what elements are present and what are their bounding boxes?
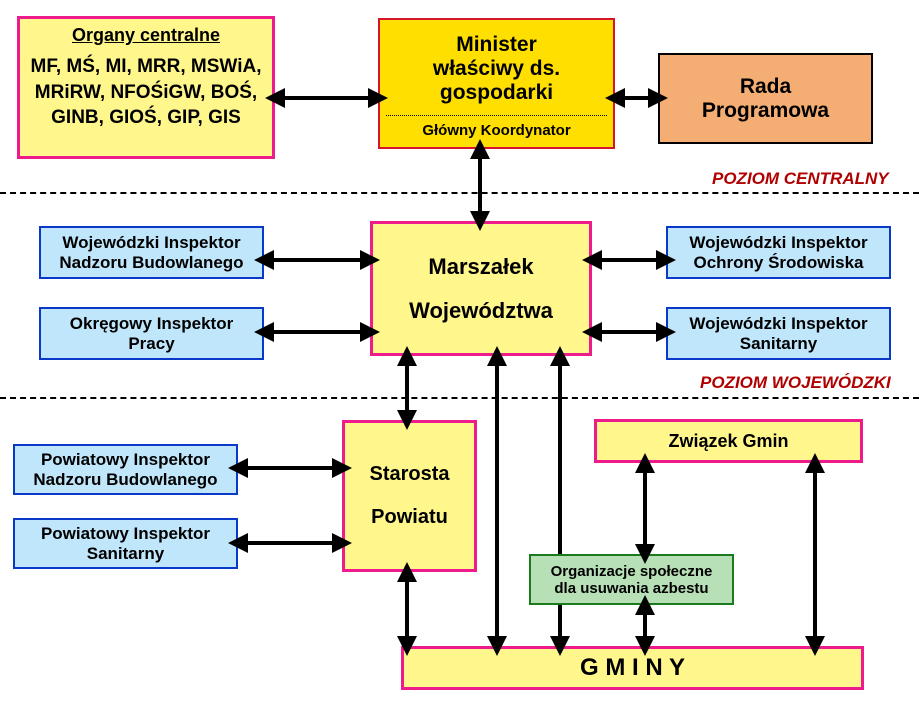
zwiazek-l1: Związek Gmin	[668, 431, 788, 452]
node-gminy: G M I N Y	[401, 646, 864, 690]
winb-l2: Nadzoru Budowlanego	[59, 253, 243, 273]
node-winb: Wojewódzki Inspektor Nadzoru Budowlanego	[39, 226, 264, 279]
wis-l2: Sanitarny	[740, 334, 817, 354]
node-zwiazek-gmin: Związek Gmin	[594, 419, 863, 463]
winb-l1: Wojewódzki Inspektor	[62, 233, 240, 253]
oip-l2: Pracy	[128, 334, 174, 354]
node-starosta: Starosta Powiatu	[342, 420, 477, 572]
pis-l1: Powiatowy Inspektor	[41, 524, 210, 544]
divider-wojewodzki	[0, 397, 919, 399]
node-organy-centralne: Organy centralne MF, MŚ, MI, MRR, MSWiA,…	[17, 16, 275, 159]
organy-body: MF, MŚ, MI, MRR, MSWiA, MRiRW, NFOŚiGW, …	[30, 54, 262, 131]
node-pis: Powiatowy Inspektor Sanitarny	[13, 518, 238, 569]
node-wis: Wojewódzki Inspektor Sanitarny	[666, 307, 891, 360]
marszalek-l2: Województwa	[409, 298, 553, 324]
oip-l1: Okręgowy Inspektor	[70, 314, 233, 334]
node-marszalek: Marszałek Województwa	[370, 221, 592, 356]
wios-l1: Wojewódzki Inspektor	[689, 233, 867, 253]
organy-title: Organy centralne	[72, 25, 220, 46]
starosta-l2: Powiatu	[371, 506, 448, 529]
wios-l2: Ochrony Środowiska	[693, 253, 863, 273]
node-wios: Wojewódzki Inspektor Ochrony Środowiska	[666, 226, 891, 279]
orgspol-l2: dla usuwania azbestu	[554, 580, 708, 597]
marszalek-l1: Marszałek	[428, 254, 533, 280]
wis-l1: Wojewódzki Inspektor	[689, 314, 867, 334]
starosta-l1: Starosta	[369, 463, 449, 486]
node-oip: Okręgowy Inspektor Pracy	[39, 307, 264, 360]
minister-l2: właściwy ds.	[433, 57, 560, 81]
label-poziom-centralny: POZIOM CENTRALNY	[712, 169, 889, 189]
pinb-l2: Nadzoru Budowlanego	[33, 470, 217, 490]
gminy-l1: G M I N Y	[580, 654, 685, 682]
pis-l2: Sanitarny	[87, 544, 164, 564]
orgspol-l1: Organizacje społeczne	[551, 563, 713, 580]
rada-l1: Rada	[740, 75, 791, 99]
label-poziom-wojewodzki: POZIOM WOJEWÓDZKI	[700, 373, 891, 393]
node-pinb: Powiatowy Inspektor Nadzoru Budowlanego	[13, 444, 238, 495]
rada-l2: Programowa	[702, 99, 829, 123]
divider-central	[0, 192, 919, 194]
node-org-spoleczne: Organizacje społeczne dla usuwania azbes…	[529, 554, 734, 605]
node-minister: Minister właściwy ds. gospodarki Główny …	[378, 18, 615, 149]
node-rada-programowa: Rada Programowa	[658, 53, 873, 144]
minister-l1: Minister	[456, 33, 537, 57]
minister-sub: Główny Koordynator	[386, 115, 607, 139]
minister-l3: gospodarki	[440, 81, 553, 105]
pinb-l1: Powiatowy Inspektor	[41, 450, 210, 470]
